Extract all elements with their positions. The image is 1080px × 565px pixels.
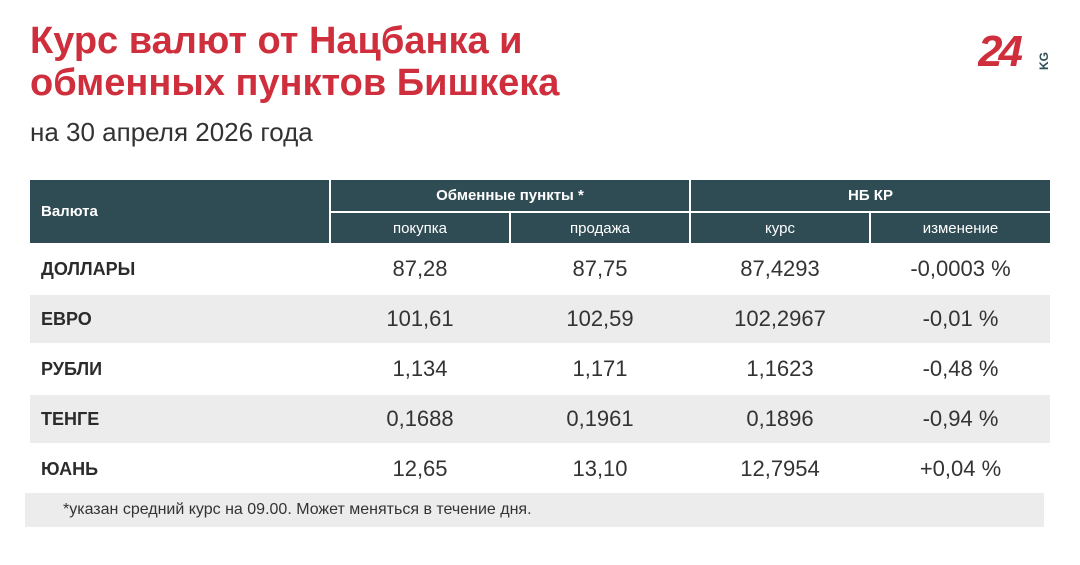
rate-value: 13,10 (572, 456, 628, 481)
rate-value: 101,61 (386, 306, 454, 331)
rate-value: 1,1623 (746, 356, 814, 381)
rate-value: -0,0003 % (910, 256, 1011, 281)
rate-value: 0,1961 (566, 406, 634, 431)
header-cell: Обменные пункты * (331, 180, 689, 211)
currency-name: РУБЛИ (41, 358, 103, 379)
rate-value: 1,171 (572, 356, 628, 381)
currency-name: ЕВРО (41, 308, 92, 329)
subtitle: на 30 апреля 2026 года (30, 117, 313, 147)
rate-value: 0,1896 (746, 406, 814, 431)
title-line: обменных пунктов Бишкека (30, 62, 560, 104)
rate-value: 102,59 (566, 306, 634, 331)
currency-name: ДОЛЛАРЫ (41, 258, 136, 279)
rate-value: 12,7954 (740, 456, 820, 481)
row-background (30, 295, 1050, 343)
rate-value: 1,134 (392, 356, 448, 381)
subheader-cell: покупка (331, 213, 509, 243)
currency-name: ТЕНГЕ (41, 408, 100, 429)
rate-value: 0,1688 (386, 406, 454, 431)
header-cell: Валюта (30, 180, 329, 243)
header-cell: НБ КР (691, 180, 1050, 211)
row-background (30, 395, 1050, 443)
rate-value: +0,04 % (919, 456, 1002, 481)
title: Курс валют от Нацбанка и обменных пункто… (30, 20, 930, 104)
rate-value: -0,01 % (922, 306, 999, 331)
footnote: *указан средний курс на 09.00. Может мен… (25, 493, 1044, 527)
rate-value: 87,4293 (740, 256, 820, 281)
rate-value: 87,28 (392, 256, 448, 281)
logo-number: 24 (978, 27, 1022, 74)
rate-value: 102,2967 (734, 306, 826, 331)
rate-value: -0,94 % (922, 406, 999, 431)
logo-suffix: KG (1037, 52, 1050, 70)
rate-value: -0,48 % (922, 356, 999, 381)
rate-value: 87,75 (572, 256, 628, 281)
currency-name: ЮАНЬ (41, 458, 99, 479)
logo: 24 KG (978, 27, 1050, 74)
subheader-cell: продажа (511, 213, 689, 243)
subheader-cell: курс (691, 213, 869, 243)
rate-value: 12,65 (392, 456, 448, 481)
subheader-cell: изменение (871, 213, 1050, 243)
title-line: Курс валют от Нацбанка и (30, 20, 523, 62)
